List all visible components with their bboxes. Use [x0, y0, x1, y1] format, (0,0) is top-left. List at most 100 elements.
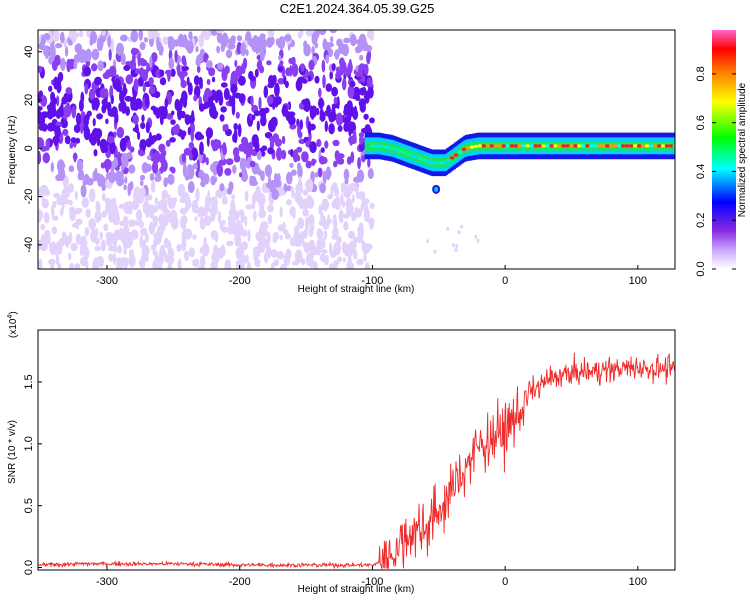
trace-blob-core — [434, 186, 439, 192]
snr-y-label: SNR (10 * v/v) — [7, 420, 18, 484]
noise-speckle — [343, 108, 348, 116]
noise-speckle — [48, 243, 56, 249]
noise-speckle — [56, 81, 62, 94]
noise-speckle — [132, 114, 139, 125]
noise-speckle — [277, 66, 284, 72]
noise-speckle — [216, 30, 224, 34]
noise-speckle — [181, 153, 187, 163]
noise-speckle — [281, 135, 286, 145]
noise-speckle — [309, 141, 317, 154]
noise-speckle — [91, 48, 100, 61]
noise-speckle — [361, 74, 366, 83]
noise-speckle — [274, 82, 280, 97]
noise-speckle — [57, 262, 62, 269]
trace-peak — [545, 144, 550, 148]
noise-speckle — [144, 195, 149, 203]
spectrogram-x-label: Height of straight line (km) — [298, 284, 415, 295]
noise-speckle — [124, 176, 128, 184]
noise-speckle — [266, 182, 273, 189]
noise-speckle — [60, 31, 65, 44]
noise-speckle — [182, 97, 188, 109]
noise-speckle — [93, 149, 98, 157]
noise-speckle — [263, 251, 269, 264]
noise-speckle — [337, 153, 345, 159]
noise-speckle — [100, 239, 106, 252]
noise-speckle — [256, 54, 261, 61]
noise-speckle — [324, 255, 329, 262]
noise-speckle — [240, 42, 247, 57]
noise-speckle — [123, 264, 128, 269]
trace-peak — [485, 144, 491, 148]
noise-speckle — [244, 215, 248, 227]
noise-speckle — [347, 256, 352, 265]
trace-peak — [469, 145, 475, 149]
noise-speckle — [271, 189, 280, 200]
noise-speckle — [215, 139, 222, 149]
noise-speckle — [364, 204, 369, 217]
noise-speckle — [54, 125, 61, 138]
noise-speckle — [132, 127, 140, 133]
noise-speckle — [167, 265, 173, 269]
trace-peak — [672, 144, 675, 148]
noise-speckle — [84, 119, 89, 126]
noise-speckle — [100, 173, 104, 188]
noise-speckle — [333, 260, 338, 269]
noise-speckle — [43, 45, 50, 57]
colorbar-tick-label: 0.4 — [695, 164, 707, 179]
noise-speckle — [359, 134, 364, 145]
noise-speckle — [108, 245, 116, 252]
noise-speckle — [88, 188, 96, 203]
noise-speckle — [101, 144, 109, 153]
noise-speckle — [367, 168, 374, 180]
noise-speckle — [204, 206, 208, 219]
noise-speckle — [197, 206, 205, 218]
noise-speckle — [301, 78, 308, 84]
noise-speckle — [332, 139, 340, 147]
noise-speckle — [167, 211, 172, 220]
noise-speckle — [352, 237, 357, 250]
noise-speckle — [56, 240, 60, 254]
noise-speckle — [266, 60, 272, 66]
noise-speckle — [268, 75, 275, 86]
noise-speckle — [294, 249, 303, 264]
noise-speckle — [272, 237, 278, 244]
noise-speckle — [239, 172, 243, 178]
noise-speckle — [76, 218, 83, 225]
noise-speckle — [349, 34, 357, 47]
noise-speckle — [250, 95, 254, 107]
noise-speckle — [248, 141, 253, 153]
noise-speckle — [364, 44, 373, 52]
noise-speckle — [137, 196, 144, 204]
noise-speckle — [333, 227, 338, 239]
noise-speckle — [277, 77, 285, 85]
trace-peak — [652, 144, 658, 148]
noise-speckle — [134, 220, 139, 227]
noise-speckle — [451, 243, 455, 248]
noise-speckle — [109, 140, 116, 155]
noise-speckle — [353, 249, 358, 260]
noise-speckle — [349, 121, 356, 129]
noise-speckle — [250, 75, 256, 82]
noise-speckle — [220, 158, 227, 166]
noise-speckle — [184, 38, 190, 51]
trace-peak — [517, 144, 522, 148]
noise-speckle — [321, 249, 328, 254]
noise-speckle — [254, 68, 259, 78]
noise-speckle — [131, 219, 136, 227]
noise-speckle — [120, 153, 129, 166]
noise-speckle — [256, 150, 262, 161]
x-tick-label: -300 — [96, 576, 118, 588]
noise-speckle — [206, 90, 213, 97]
noise-speckle — [267, 214, 273, 225]
noise-speckle — [148, 77, 154, 86]
noise-speckle — [133, 78, 139, 92]
trace-peak — [461, 147, 467, 151]
noise-speckle — [227, 213, 236, 225]
trace-peak — [382, 145, 387, 149]
noise-speckle — [302, 208, 310, 217]
noise-speckle — [341, 78, 347, 91]
noise-speckle — [261, 145, 268, 151]
noise-speckle — [187, 126, 192, 136]
noise-speckle — [206, 78, 211, 86]
noise-speckle — [112, 252, 116, 266]
